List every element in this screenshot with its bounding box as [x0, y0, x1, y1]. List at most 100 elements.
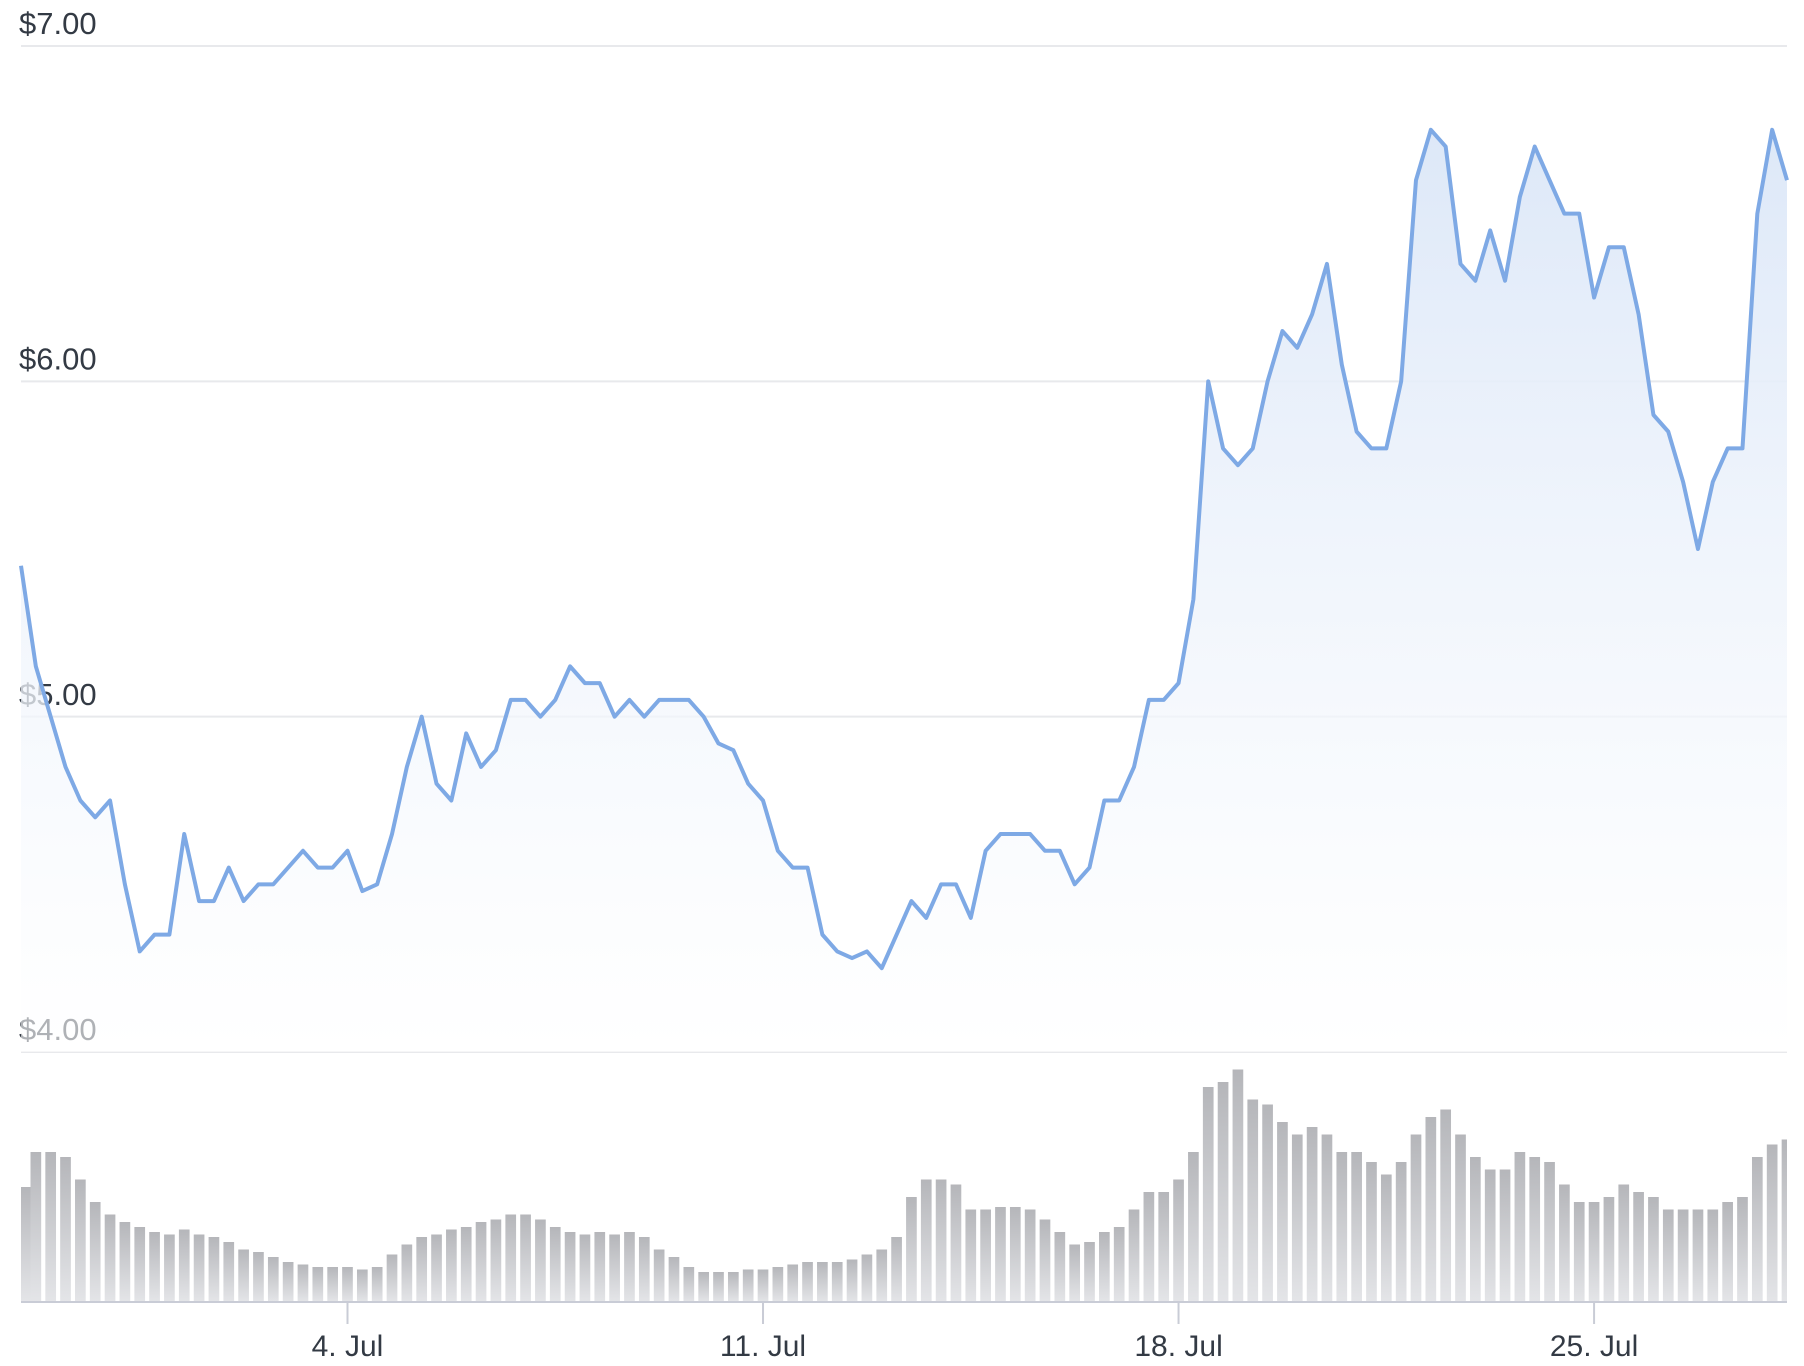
volume-bar — [1143, 1192, 1155, 1302]
x-tick-label: 11. Jul — [720, 1330, 806, 1363]
volume-bar — [104, 1214, 116, 1302]
volume-bar — [787, 1264, 799, 1302]
volume-bar — [431, 1234, 442, 1302]
volume-bar — [638, 1237, 650, 1302]
volume-bar — [535, 1219, 546, 1302]
volume-bar — [253, 1252, 264, 1302]
price-line — [19, 127, 1789, 971]
volume-bar — [1099, 1232, 1110, 1302]
volume-bar — [1559, 1184, 1570, 1302]
volume-bar — [1351, 1152, 1362, 1302]
volume-bar — [609, 1234, 620, 1302]
y-tick-label: $7.00 — [19, 6, 97, 41]
x-tick-label: 18. Jul — [1134, 1330, 1222, 1363]
volume-bar — [1514, 1152, 1526, 1302]
volume-bar — [460, 1227, 472, 1302]
volume-bar — [1202, 1087, 1214, 1302]
volume-bar — [1232, 1069, 1244, 1302]
volume-bar — [1722, 1202, 1733, 1302]
volume-bar — [683, 1267, 695, 1302]
volume-bar — [846, 1259, 858, 1302]
volume-bar — [1306, 1127, 1318, 1302]
volume-bar — [60, 1157, 71, 1302]
volume-bar — [1662, 1209, 1674, 1302]
volume-bar — [1529, 1157, 1541, 1302]
volume-bar — [1277, 1122, 1288, 1302]
volume-bar — [1395, 1162, 1407, 1302]
volume-bar — [1069, 1244, 1081, 1302]
volume-bar — [668, 1257, 680, 1302]
volume-bar — [1648, 1197, 1659, 1302]
volume-bar — [1455, 1134, 1466, 1302]
volume-bar — [965, 1209, 977, 1302]
volume-bar — [164, 1234, 175, 1302]
volume-bar — [698, 1272, 709, 1302]
volume-bar — [30, 1152, 42, 1302]
volume-bar — [21, 1187, 32, 1302]
volume-bar — [1781, 1139, 1787, 1302]
volume-bar — [1039, 1219, 1051, 1302]
volume-bar — [149, 1232, 160, 1302]
volume-bar — [891, 1237, 902, 1302]
volume-bar — [772, 1267, 784, 1302]
volume-bar — [1425, 1117, 1437, 1302]
volume-bar — [742, 1269, 754, 1302]
volume-bar — [119, 1222, 131, 1302]
volume-bar — [1440, 1109, 1452, 1302]
volume-bar — [1291, 1134, 1303, 1302]
volume-bar — [757, 1269, 769, 1302]
volume-bar — [327, 1267, 338, 1302]
volume-bar — [1573, 1202, 1585, 1302]
volume-bar — [1737, 1197, 1748, 1302]
volume-bar — [446, 1229, 457, 1302]
volume-bar — [713, 1272, 724, 1302]
volume-bar — [282, 1262, 294, 1302]
volume-bar — [980, 1209, 991, 1302]
volume-bar — [1128, 1209, 1140, 1302]
volume-bar — [1766, 1144, 1778, 1302]
volume-bar — [1410, 1134, 1422, 1302]
volume-bar — [1024, 1209, 1036, 1302]
volume-bar — [1677, 1209, 1689, 1302]
volume-bar — [817, 1262, 828, 1302]
volume-bar — [1262, 1104, 1273, 1302]
x-tick-label: 4. Jul — [312, 1330, 384, 1363]
y-tick-label: $6.00 — [19, 342, 97, 377]
volume-bar — [1054, 1232, 1066, 1302]
volume-bar — [549, 1227, 561, 1302]
volume-bar — [178, 1229, 190, 1302]
volume-bar — [876, 1249, 888, 1302]
volume-bar — [134, 1227, 146, 1302]
volume-bar — [223, 1242, 235, 1302]
volume-bar — [1366, 1162, 1377, 1302]
volume-bar — [920, 1179, 932, 1302]
volume-bar — [1217, 1082, 1229, 1302]
volume-bar — [520, 1214, 531, 1302]
price-area — [21, 129, 1787, 1052]
volume-bar — [1707, 1209, 1719, 1302]
x-tick-label: 25. Jul — [1550, 1330, 1638, 1363]
volume-bar — [238, 1249, 249, 1302]
volume-bar — [1751, 1157, 1763, 1302]
volume-bar — [861, 1254, 873, 1302]
volume-bar — [208, 1237, 220, 1302]
volume-bar — [831, 1262, 843, 1302]
volume-bar — [45, 1152, 57, 1302]
volume-bar — [342, 1267, 353, 1302]
volume-bar — [995, 1207, 1006, 1302]
volume-bar — [505, 1214, 517, 1302]
volume-bar — [475, 1222, 487, 1302]
volume-bar — [1336, 1152, 1348, 1302]
volume-bar — [312, 1267, 324, 1302]
volume-bar — [1544, 1162, 1555, 1302]
volume-bar — [1009, 1207, 1021, 1302]
volume-bar — [416, 1237, 428, 1302]
volume-bar — [1618, 1184, 1630, 1302]
volume-bar — [564, 1232, 576, 1302]
volume-bar — [356, 1269, 368, 1302]
volume-bar — [935, 1179, 947, 1302]
volume-bar — [906, 1197, 917, 1302]
volume-bar — [193, 1234, 205, 1302]
volume-bar — [1633, 1192, 1644, 1302]
